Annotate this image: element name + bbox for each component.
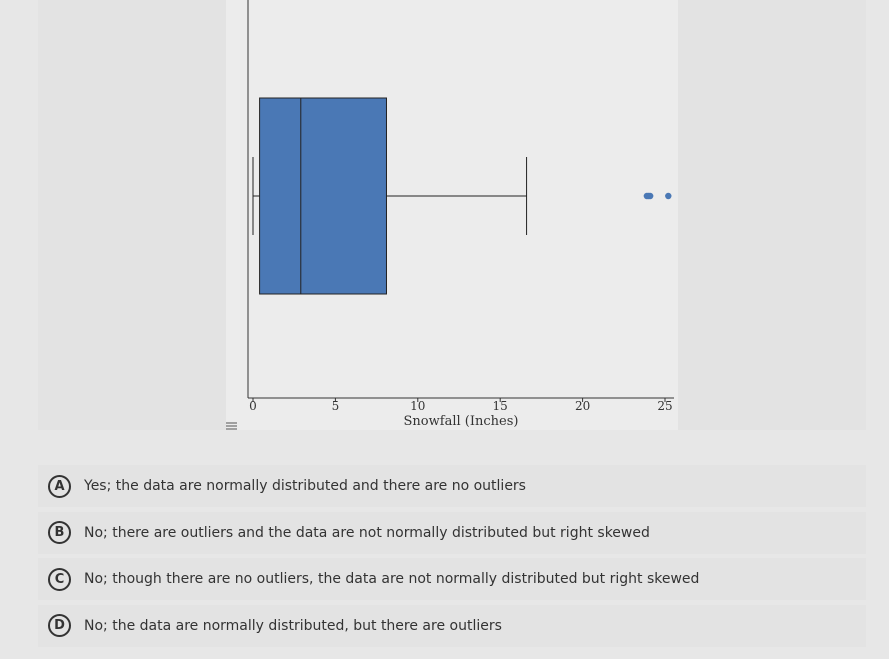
option-c-letter: C <box>48 567 71 591</box>
outlier-point-3 <box>665 192 672 200</box>
option-c-text: No; though there are no outliers, the da… <box>84 571 700 587</box>
box-iqr <box>259 97 387 295</box>
option-a-letter: A <box>48 474 71 498</box>
answer-options: A Yes; the data are normally distributed… <box>38 465 866 651</box>
option-a-text: Yes; the data are normally distributed a… <box>84 478 526 494</box>
x-tick-label-5: 5 <box>332 399 340 413</box>
x-tick-label-10: 10 <box>410 399 425 413</box>
x-tick-label-25: 25 <box>657 399 672 413</box>
option-a[interactable]: A Yes; the data are normally distributed… <box>38 465 866 507</box>
option-b-text: No; there are outliers and the data are … <box>84 524 650 541</box>
x-tick-label-15: 15 <box>493 399 508 413</box>
boxplot-chart: 0 5 10 15 20 25 Snowfall (Inches) <box>247 0 674 429</box>
option-d[interactable]: D No; the data are normally distributed,… <box>38 604 866 647</box>
option-b[interactable]: B No; there are outliers and the data ar… <box>38 511 866 554</box>
outlier-point-2 <box>646 192 654 200</box>
x-tick-label-20: 20 <box>575 399 590 413</box>
option-b-letter: B <box>48 521 71 544</box>
option-c[interactable]: C No; though there are no outliers, the … <box>38 558 866 600</box>
x-tick-label-0: 0 <box>249 399 257 413</box>
hamburger-menu-icon[interactable] <box>225 419 239 431</box>
x-axis-title: Snowfall (Inches) <box>404 414 519 429</box>
option-d-letter: D <box>48 614 71 637</box>
option-d-text: No; the data are normally distributed, b… <box>84 617 502 634</box>
